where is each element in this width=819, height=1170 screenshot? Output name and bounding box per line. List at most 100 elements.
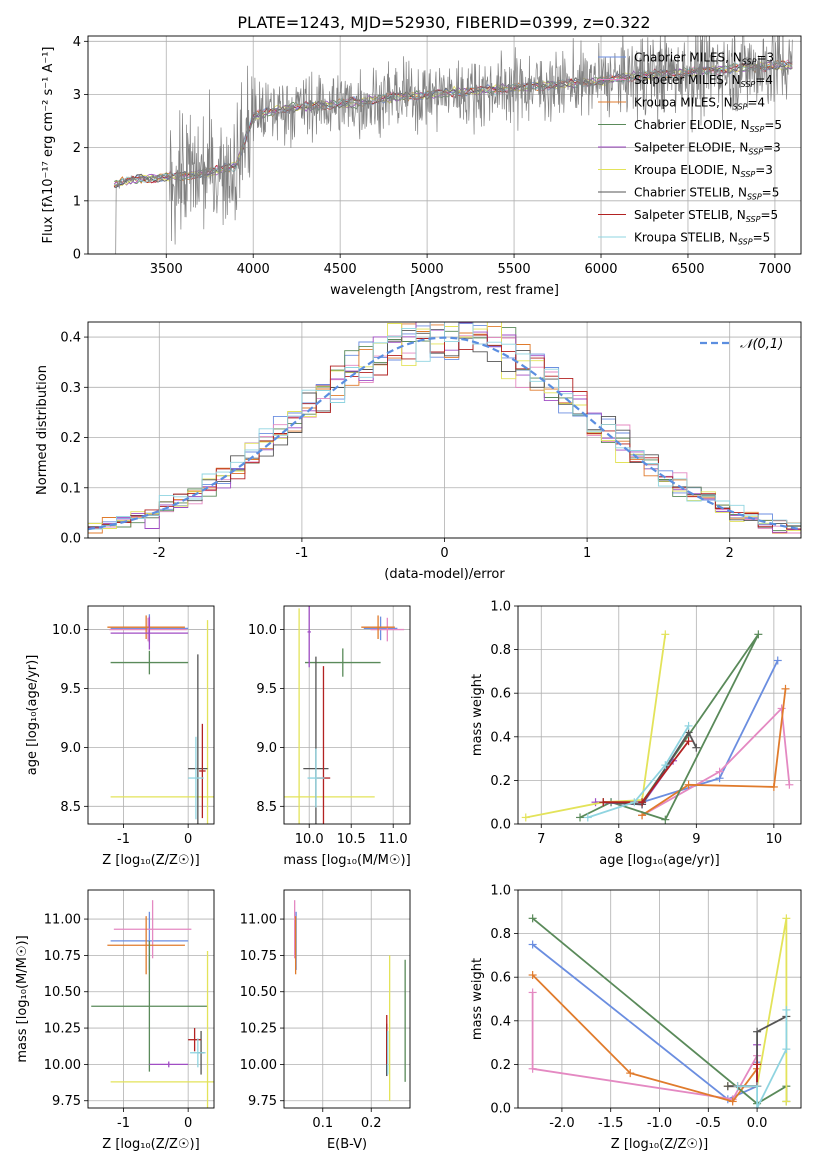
- x-tick-label: 10: [766, 832, 783, 847]
- y-tick-label: 9.75: [248, 1094, 277, 1109]
- x-tick-label: 4500: [324, 262, 357, 277]
- legend-value: =5: [760, 208, 778, 222]
- x-tick-label: 4000: [237, 262, 270, 277]
- x-tick-label: 6500: [671, 262, 704, 277]
- legend-entry: Kroupa ELODIE, NSSP=3: [634, 163, 773, 179]
- mass-weight-line: [531, 974, 758, 1103]
- mass-weight-line: [737, 1009, 788, 1108]
- y-tick-label: 3: [73, 88, 81, 103]
- normal-reference-curve: [88, 336, 801, 531]
- y-tick-label: 0: [73, 248, 81, 263]
- y-tick-label: 10.25: [240, 1022, 277, 1037]
- y-tick-label: 11.00: [240, 913, 277, 928]
- x-tick-label: 10.5: [337, 832, 366, 847]
- plot-area-age-vs-Z: [107, 614, 214, 824]
- mass-weight-line: [579, 633, 760, 821]
- legend-subscript: SSP: [738, 238, 753, 247]
- mass-weight-line: [525, 634, 667, 819]
- y-tick-label: 0.2: [60, 431, 81, 446]
- x-tick-label: -1: [117, 832, 130, 847]
- y-tick-label: 0.6: [490, 687, 511, 702]
- y-tick-label: 4: [73, 35, 81, 50]
- axes-spectrum: 3500 4000 4500 5000 5500 6000 6500 7000 0 1 2 3 4 wav…: [41, 35, 802, 298]
- mass-weight-line: [531, 992, 758, 1101]
- x-axis-label: Z [log₁₀(Z/Z☉)]: [611, 1137, 708, 1152]
- x-axis-label: mass [log₁₀(M/M☉)]: [283, 853, 410, 868]
- x-tick-label: 1: [583, 546, 591, 561]
- legend-entry: Chabrier STELIB, NSSP=5: [634, 186, 779, 202]
- axes-age-vs-Z: -1 0 8.5 9.0 9.5 10.0 Z [log₁₀(Z/Z☉)] age [log₁…: [25, 605, 215, 868]
- legend-subscript: SSP: [741, 170, 756, 179]
- plot-area-spectrum: [113, 36, 793, 254]
- axes-frame: [87, 35, 802, 255]
- legend-entry: Kroupa STELIB, NSSP=5: [634, 231, 770, 247]
- y-tick-label: 0.0: [490, 1102, 511, 1117]
- legend-entry: Salpeter STELIB, NSSP=5: [634, 208, 778, 224]
- plot-area-mass-vs-Z: [91, 900, 214, 1108]
- x-tick-label: 0.2: [361, 1116, 382, 1131]
- x-tick-label: 0: [184, 832, 192, 847]
- axes-mass-weight-vs-age: 7 8 9 10 0.0 0.2 0.4 0.6 0.8 1.0 age [log₁₀(age/yr…: [470, 600, 802, 868]
- legend-entry: 𝒩(0,1): [740, 337, 783, 352]
- plot-area-mass-weight-vs-Z: [528, 914, 791, 1108]
- x-tick-label: 2: [726, 546, 734, 561]
- x-axis-label: Z [log₁₀(Z/Z☉)]: [102, 853, 199, 868]
- y-tick-label: 9.5: [60, 682, 81, 697]
- x-tick-label: 6000: [584, 262, 617, 277]
- y-tick-label: 0.8: [490, 927, 511, 942]
- axes-age-vs-mass: 10.0 10.5 11.0 8.5 9.0 9.5 10.0 mass [log₁₀(M/M…: [248, 605, 411, 868]
- x-axis-label: (data-model)/error: [384, 567, 505, 582]
- axes-residuals: -2 -1 0 1 2 0.0 0.1 0.2 0.3 0.4 (data-model)/error…: [35, 321, 802, 582]
- y-tick-label: 10.50: [44, 985, 81, 1000]
- legend-value: =4: [747, 96, 765, 110]
- x-tick-label: 0.1: [312, 1116, 333, 1131]
- y-tick-label: 0.4: [490, 1014, 511, 1029]
- y-tick-label: 0.4: [60, 331, 81, 346]
- legend-entry: Chabrier MILES, NSSP=3: [634, 51, 774, 67]
- axes-frame: [87, 889, 215, 1109]
- y-tick-label: 10.50: [240, 985, 277, 1000]
- y-tick-label: 0.2: [490, 1058, 511, 1073]
- y-axis-label: age [log₁₀(age/yr)]: [25, 655, 40, 776]
- y-axis-label: mass weight: [470, 674, 485, 756]
- x-tick-label: 0: [440, 546, 448, 561]
- mass-weight-line: [587, 725, 690, 819]
- observed-spectrum-line: [114, 36, 793, 254]
- legend-subscript: SSP: [750, 125, 765, 134]
- y-tick-label: 1.0: [490, 884, 511, 899]
- y-axis-label: mass weight: [470, 958, 485, 1040]
- legend-subscript: SSP: [741, 80, 756, 89]
- y-tick-label: 10.0: [52, 623, 81, 638]
- x-tick-label: -1: [117, 1116, 130, 1131]
- plot-area-mass-vs-ebv: [294, 900, 406, 1101]
- x-tick-label: 7000: [758, 262, 791, 277]
- x-tick-label: 0.0: [747, 1116, 768, 1131]
- y-tick-label: 1: [73, 194, 81, 209]
- y-tick-label: 1.0: [490, 600, 511, 615]
- y-tick-label: 9.0: [60, 741, 81, 756]
- axes-frame: [283, 889, 411, 1109]
- x-tick-label: 5500: [498, 262, 531, 277]
- x-tick-label: -0.5: [696, 1116, 721, 1131]
- x-tick-label: 8: [615, 832, 623, 847]
- y-axis-label: mass [log₁₀(M/M☉)]: [15, 935, 30, 1062]
- x-tick-label: -1.5: [598, 1116, 623, 1131]
- y-tick-label: 9.0: [256, 741, 277, 756]
- mass-weight-line: [611, 660, 779, 804]
- x-tick-label: 11.0: [379, 832, 408, 847]
- y-tick-label: 10.75: [240, 949, 277, 964]
- mass-weight-line: [641, 706, 791, 817]
- y-axis-label: Flux [fλ10⁻¹⁷ erg cm⁻² s⁻¹ A⁻¹]: [41, 47, 56, 244]
- x-tick-label: -1: [295, 546, 308, 561]
- y-tick-label: 9.75: [52, 1094, 81, 1109]
- axes-mass-vs-ebv: 0.1 0.2 9.75 10.00 10.25 10.50 10.75 11.00 E(B-V…: [240, 889, 411, 1152]
- axes-frame: [517, 605, 802, 825]
- y-tick-label: 0.0: [490, 818, 511, 833]
- mass-weight-line: [641, 688, 787, 817]
- x-tick-label: 9: [692, 832, 700, 847]
- x-axis-label: wavelength [Angstrom, rest frame]: [330, 283, 559, 298]
- axes-frame: [87, 321, 802, 539]
- x-tick-label: 10.0: [295, 832, 324, 847]
- y-tick-label: 8.5: [256, 800, 277, 815]
- legend-value: =3: [763, 141, 781, 155]
